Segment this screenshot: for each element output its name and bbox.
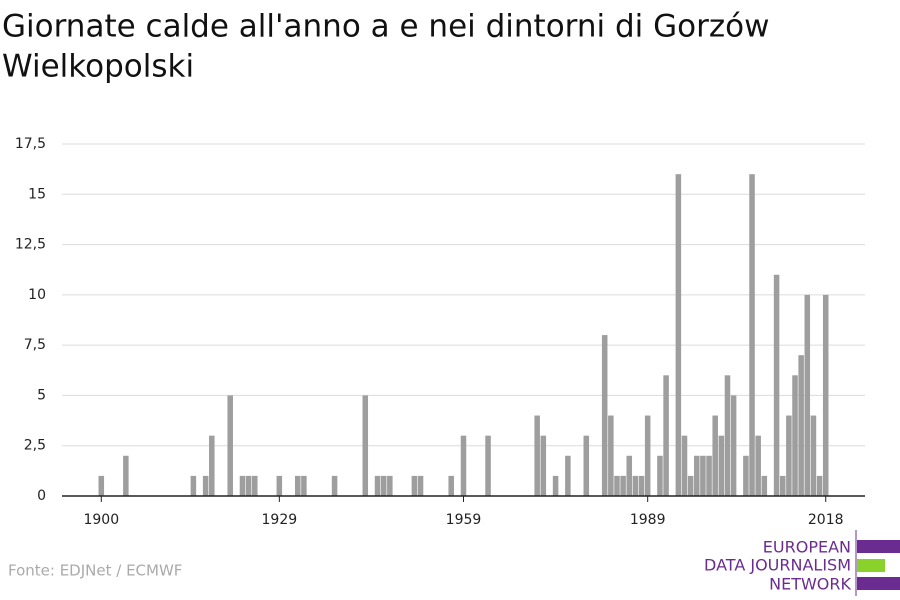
- x-tick-label: 2018: [808, 512, 844, 528]
- bar: [700, 455, 706, 496]
- x-tick-label: 1989: [630, 512, 666, 528]
- bar: [779, 475, 786, 496]
- bar: [822, 294, 829, 496]
- bar: [239, 475, 246, 496]
- logo-text: NETWORK: [769, 575, 851, 594]
- logo-bar: [857, 577, 900, 590]
- bar: [755, 435, 761, 496]
- y-tick-label: 5: [37, 387, 46, 403]
- bar: [718, 435, 725, 496]
- bar: [626, 455, 633, 496]
- logo-bar: [857, 540, 900, 553]
- bar: [712, 415, 718, 496]
- x-tick-label: 1959: [446, 512, 482, 528]
- bar: [190, 475, 197, 496]
- bar: [663, 375, 669, 496]
- chart-title: Wielkopolski: [2, 49, 194, 85]
- bar: [387, 475, 393, 496]
- bar: [374, 475, 381, 496]
- bar: [761, 475, 768, 496]
- bar: [675, 174, 682, 496]
- source: Fonte: EDJNet / ECMWF: [8, 562, 182, 580]
- bar: [123, 455, 129, 496]
- bar: [417, 475, 424, 496]
- bar: [601, 335, 608, 496]
- bar: [773, 274, 780, 496]
- bar: [380, 475, 387, 496]
- x-tick-label: 1929: [262, 512, 298, 528]
- y-tick-label: 15: [28, 186, 46, 202]
- bar: [485, 435, 491, 496]
- bar: [540, 435, 547, 496]
- bar: [583, 435, 590, 496]
- y-tick-label: 10: [28, 287, 46, 303]
- bar: [804, 294, 811, 496]
- bar: [460, 435, 467, 496]
- bar: [614, 475, 620, 496]
- y-tick-label: 12,5: [15, 237, 46, 253]
- bar: [730, 395, 737, 496]
- chart-title: Giornate calde all'anno a e nei dintorni…: [2, 9, 769, 45]
- bar: [411, 475, 418, 496]
- bar: [448, 475, 454, 496]
- bar: [331, 475, 338, 496]
- logo-text: EUROPEAN: [763, 538, 851, 557]
- bar: [687, 475, 694, 496]
- logo-text: DATA JOURNALISM: [704, 556, 851, 575]
- bar: [362, 395, 369, 496]
- bar: [620, 475, 626, 496]
- bar: [565, 455, 571, 496]
- bar: [98, 475, 105, 496]
- bar: [245, 475, 252, 496]
- bar: [724, 375, 731, 496]
- bar: [638, 475, 645, 496]
- bar: [608, 415, 614, 496]
- bar: [798, 355, 804, 496]
- bar: [816, 475, 823, 496]
- bar: [786, 415, 792, 496]
- bar: [681, 435, 688, 496]
- bar: [276, 475, 283, 496]
- bar: [743, 455, 749, 496]
- bar: [552, 475, 559, 496]
- bar: [252, 475, 258, 496]
- y-tick-label: 2,5: [24, 438, 46, 454]
- y-tick-label: 7,5: [24, 337, 46, 353]
- bar: [301, 475, 307, 496]
- bar: [632, 475, 639, 496]
- bar: [792, 375, 798, 496]
- bar: [209, 435, 215, 496]
- bar: [706, 455, 712, 496]
- bar: [694, 455, 700, 496]
- y-tick-label: 17,5: [15, 136, 46, 152]
- bar: [202, 475, 209, 496]
- bar: [294, 475, 301, 496]
- bar: [227, 395, 233, 496]
- y-tick-label: 0: [37, 488, 46, 504]
- x-tick-label: 1900: [83, 512, 119, 528]
- logo-bar: [857, 559, 885, 572]
- bar: [644, 415, 651, 496]
- bar: [657, 455, 663, 496]
- bar: [810, 415, 817, 496]
- bar: [534, 415, 540, 496]
- bar: [749, 174, 755, 496]
